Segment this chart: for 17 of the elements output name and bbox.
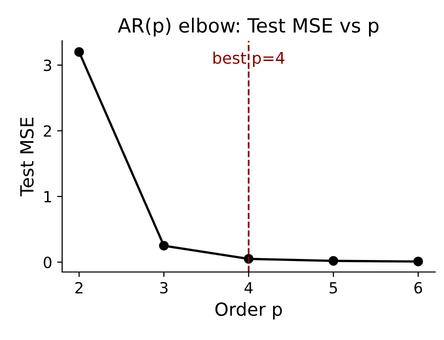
- point: [413, 256, 424, 266]
- point: [159, 240, 169, 251]
- x-axis-title: Order p: [215, 302, 282, 320]
- y-tick-label: 1: [44, 191, 52, 202]
- x-tick-label: 2: [75, 282, 82, 294]
- y-tick-label: 0: [44, 256, 52, 268]
- x-tick-label: 6: [414, 282, 422, 294]
- y-axis-title: Test MSE: [20, 118, 34, 196]
- y-tick-label: 2: [44, 125, 51, 137]
- point: [328, 256, 338, 266]
- ref-line-label: best p=4: [213, 52, 284, 68]
- x-tick-label: 4: [244, 282, 253, 294]
- x-tick-label: 3: [160, 282, 168, 294]
- y-tick-label: 3: [44, 60, 52, 72]
- point: [74, 47, 84, 57]
- chart-title: AR(p) elbow: Test MSE vs p: [118, 18, 379, 37]
- x-tick-label: 5: [330, 282, 337, 294]
